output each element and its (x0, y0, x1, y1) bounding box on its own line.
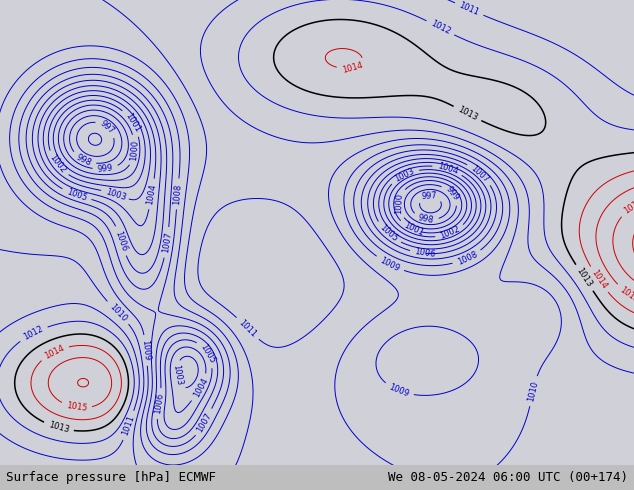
Text: 998: 998 (417, 213, 435, 225)
Text: 1011: 1011 (458, 1, 481, 18)
Text: 1000: 1000 (129, 139, 139, 161)
Text: 1013: 1013 (456, 105, 479, 122)
Text: 1006: 1006 (113, 229, 129, 252)
Text: 1009: 1009 (378, 255, 401, 273)
Text: 1012: 1012 (429, 19, 452, 37)
Text: 1008: 1008 (456, 249, 479, 267)
Text: 1013: 1013 (575, 267, 594, 289)
Text: 1016: 1016 (622, 196, 634, 216)
Text: 1006: 1006 (153, 392, 165, 415)
Text: 1004: 1004 (191, 376, 209, 399)
Text: 997: 997 (422, 191, 437, 201)
Text: 1001: 1001 (402, 221, 425, 238)
Text: Surface pressure [hPa] ECMWF: Surface pressure [hPa] ECMWF (6, 471, 216, 484)
Text: 1010: 1010 (526, 380, 540, 402)
Text: 1003: 1003 (171, 364, 184, 387)
Text: 1011: 1011 (121, 414, 136, 437)
Text: 998: 998 (75, 152, 93, 168)
Text: 1007: 1007 (469, 163, 491, 184)
Text: 1007: 1007 (161, 231, 173, 253)
Text: 1009: 1009 (387, 383, 410, 399)
Text: 1003: 1003 (105, 187, 127, 202)
Text: 1009: 1009 (140, 340, 152, 361)
Text: 1000: 1000 (394, 193, 404, 214)
Text: 1007: 1007 (195, 411, 214, 434)
Text: 1005: 1005 (65, 187, 88, 203)
Text: 1010: 1010 (108, 302, 129, 323)
Text: 1004: 1004 (436, 162, 459, 176)
Text: 1006: 1006 (414, 247, 436, 259)
Text: 1008: 1008 (172, 183, 183, 205)
Text: 1002: 1002 (47, 153, 67, 175)
Text: 999: 999 (97, 164, 113, 174)
Text: We 08-05-2024 06:00 UTC (00+174): We 08-05-2024 06:00 UTC (00+174) (387, 471, 628, 484)
Text: 1011: 1011 (237, 318, 258, 339)
Text: 1014: 1014 (43, 343, 66, 361)
Text: 999: 999 (444, 185, 460, 203)
Text: 1004: 1004 (146, 183, 158, 205)
Text: 1001: 1001 (123, 111, 142, 134)
Text: 1013: 1013 (47, 420, 70, 435)
Text: 1005: 1005 (198, 342, 217, 365)
Text: 1015: 1015 (65, 401, 87, 413)
Text: 1014: 1014 (589, 269, 609, 291)
Text: 1005: 1005 (377, 223, 399, 244)
Text: 1003: 1003 (393, 166, 416, 184)
Text: 1014: 1014 (341, 60, 363, 74)
Text: 997: 997 (98, 119, 116, 136)
Text: 1012: 1012 (22, 324, 45, 342)
Text: 1015: 1015 (618, 285, 634, 304)
Text: 1002: 1002 (439, 225, 462, 241)
